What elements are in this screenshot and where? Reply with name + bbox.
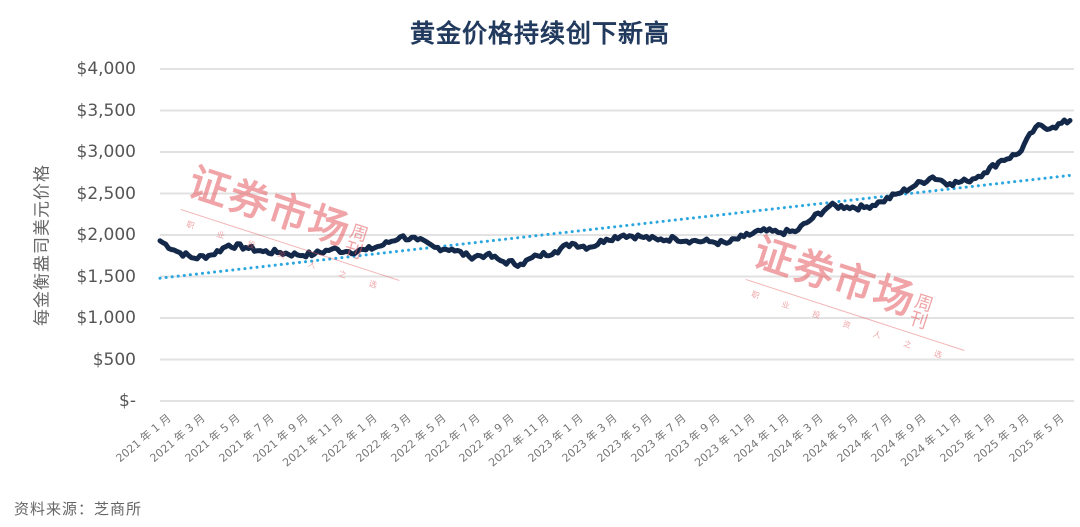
trend-line [158, 173, 1074, 280]
gridlines [160, 68, 1074, 402]
chart-title: 黄金价格持续创下新高 [409, 19, 670, 48]
y-tick-label: $4,000 [76, 59, 136, 79]
y-tick-label: $3,500 [76, 100, 136, 121]
y-tick-label: $1,500 [76, 266, 136, 287]
y-tick-label: $2,000 [76, 225, 136, 245]
y-tick-label: $500 [92, 349, 136, 370]
gold-price-line [157, 117, 1073, 269]
y-tick-label: $2,500 [76, 183, 136, 204]
y-tick-label: $- [119, 391, 136, 411]
source-note: 资料来源：芝商所 [14, 500, 143, 518]
y-tick-label: $1,000 [76, 308, 136, 328]
y-tick-label: $3,000 [76, 142, 136, 162]
